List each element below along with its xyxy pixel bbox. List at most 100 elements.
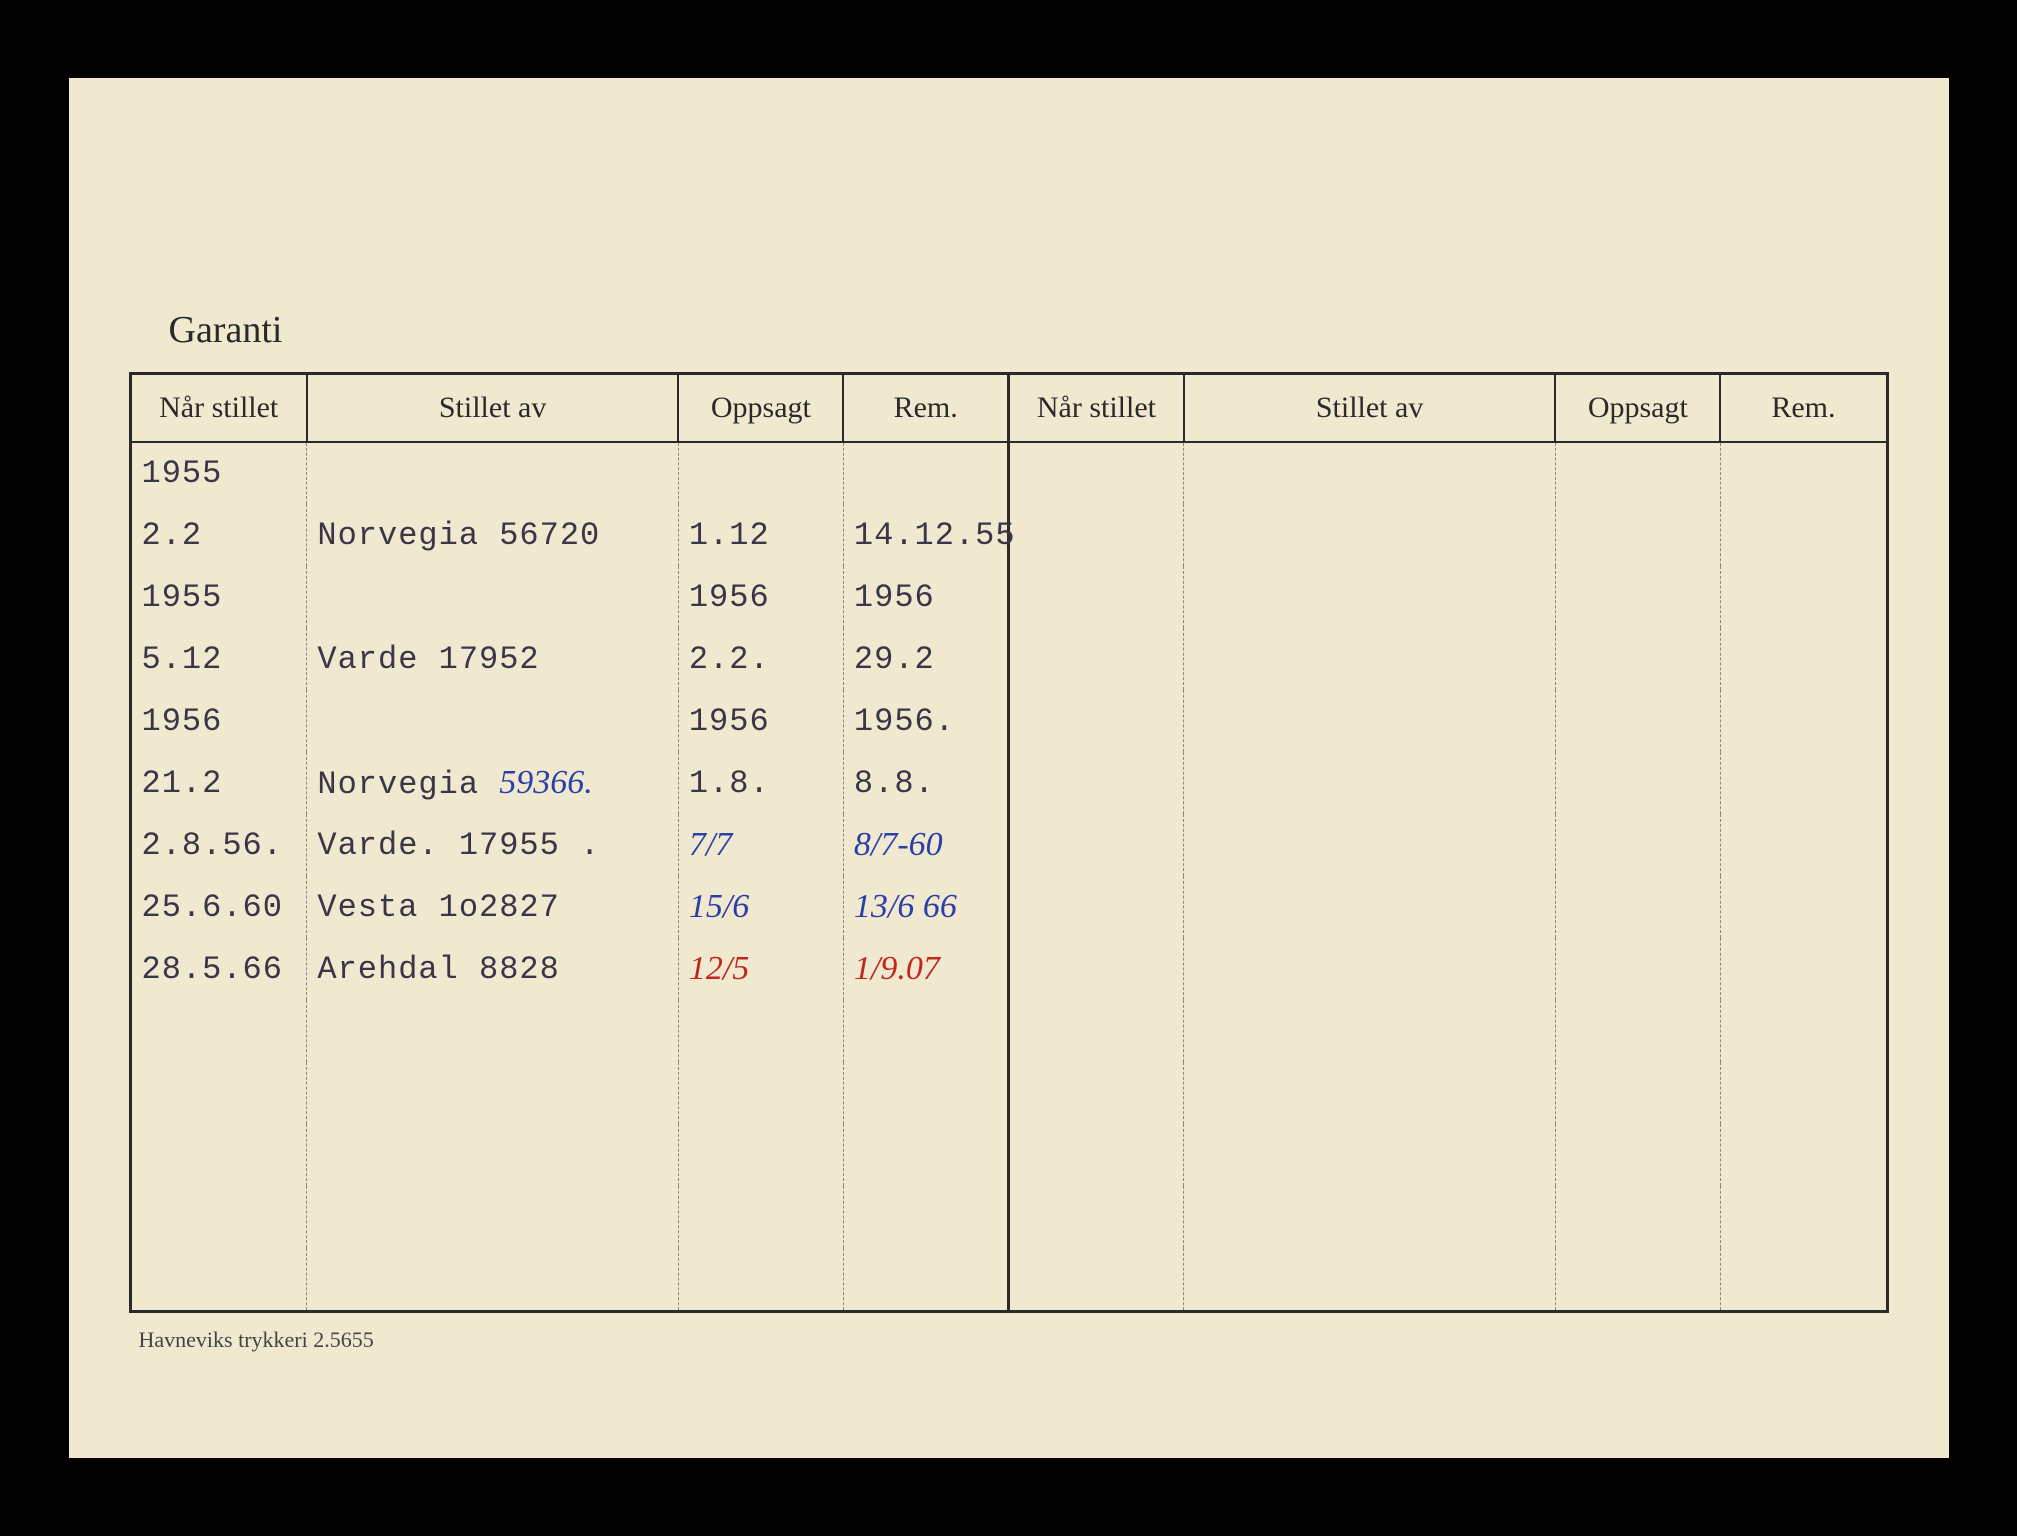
cell-stillet xyxy=(307,1000,678,1062)
cell-blank xyxy=(1555,1062,1720,1124)
cell-blank xyxy=(1555,628,1720,690)
table-row: 195619561956. xyxy=(132,690,1886,752)
cell-nar xyxy=(132,1124,307,1186)
cell-blank xyxy=(1555,1248,1720,1310)
cell-nar: 28.5.66 xyxy=(132,938,307,1000)
cell-blank xyxy=(1008,876,1183,938)
cell-stillet xyxy=(307,1062,678,1124)
cell-oppsagt: 7/7 xyxy=(678,814,843,876)
cell-stillet xyxy=(307,442,678,504)
cell-oppsagt: 1.8. xyxy=(678,752,843,814)
card-title: Garanti xyxy=(169,308,1889,352)
cell-rem xyxy=(843,442,1008,504)
cell-stillet: Arehdal 8828 xyxy=(307,938,678,1000)
cell-oppsagt: 1.12 xyxy=(678,504,843,566)
cell-blank xyxy=(1555,504,1720,566)
table-row: 2.2Norvegia 567201.1214.12.55 xyxy=(132,504,1886,566)
cell-blank xyxy=(1720,690,1885,752)
cell-blank xyxy=(1555,876,1720,938)
cell-rem: 14.12.55 xyxy=(843,504,1008,566)
table-row xyxy=(132,1186,1886,1248)
cell-rem: 1956 xyxy=(843,566,1008,628)
table-row: 5.12Varde 179522.2.29.2 xyxy=(132,628,1886,690)
cell-blank xyxy=(1184,442,1555,504)
cell-blank xyxy=(1555,1186,1720,1248)
cell-blank xyxy=(1008,628,1183,690)
table-row xyxy=(132,1124,1886,1186)
cell-blank xyxy=(1184,628,1555,690)
cell-blank xyxy=(1720,814,1885,876)
cell-oppsagt xyxy=(678,1248,843,1310)
col-oppsagt-2: Oppsagt xyxy=(1555,375,1720,442)
cell-oppsagt: 1956 xyxy=(678,566,843,628)
cell-blank xyxy=(1008,1000,1183,1062)
cell-stillet: Varde. 17955 . xyxy=(307,814,678,876)
cell-rem: 8.8. xyxy=(843,752,1008,814)
index-card: Garanti Når stillet Stillet av Oppsagt R… xyxy=(69,78,1949,1458)
cell-blank xyxy=(1008,1186,1183,1248)
cell-blank xyxy=(1008,690,1183,752)
table-row: 195519561956 xyxy=(132,566,1886,628)
cell-nar: 2.8.56. xyxy=(132,814,307,876)
col-oppsagt: Oppsagt xyxy=(678,375,843,442)
table-row: 2.8.56.Varde. 17955 .7/78/7-60 xyxy=(132,814,1886,876)
cell-blank xyxy=(1008,504,1183,566)
cell-blank xyxy=(1184,938,1555,1000)
cell-oppsagt: 1956 xyxy=(678,690,843,752)
cell-nar xyxy=(132,1186,307,1248)
guarantee-table: Når stillet Stillet av Oppsagt Rem. Når … xyxy=(132,375,1886,1310)
cell-stillet xyxy=(307,690,678,752)
cell-blank xyxy=(1184,1186,1555,1248)
cell-blank xyxy=(1184,1062,1555,1124)
cell-blank xyxy=(1555,442,1720,504)
cell-blank xyxy=(1184,876,1555,938)
table-row xyxy=(132,1062,1886,1124)
cell-blank xyxy=(1720,442,1885,504)
cell-blank xyxy=(1555,690,1720,752)
cell-blank xyxy=(1184,690,1555,752)
cell-stillet: Varde 17952 xyxy=(307,628,678,690)
cell-blank xyxy=(1720,752,1885,814)
cell-stillet xyxy=(307,1186,678,1248)
col-nar-stillet-2: Når stillet xyxy=(1008,375,1183,442)
cell-oppsagt xyxy=(678,442,843,504)
cell-oppsagt xyxy=(678,1124,843,1186)
cell-rem xyxy=(843,1186,1008,1248)
cell-rem xyxy=(843,1000,1008,1062)
cell-nar: 2.2 xyxy=(132,504,307,566)
cell-rem xyxy=(843,1248,1008,1310)
cell-rem: 1956. xyxy=(843,690,1008,752)
cell-oppsagt: 12/5 xyxy=(678,938,843,1000)
cell-blank xyxy=(1555,1124,1720,1186)
cell-blank xyxy=(1720,938,1885,1000)
cell-blank xyxy=(1184,1124,1555,1186)
cell-blank xyxy=(1720,504,1885,566)
cell-blank xyxy=(1555,752,1720,814)
printer-footer: Havneviks trykkeri 2.5655 xyxy=(139,1327,1889,1353)
cell-blank xyxy=(1720,1062,1885,1124)
cell-oppsagt xyxy=(678,1000,843,1062)
table-header-row: Når stillet Stillet av Oppsagt Rem. Når … xyxy=(132,375,1886,442)
cell-blank xyxy=(1008,1124,1183,1186)
table-row: 1955 xyxy=(132,442,1886,504)
cell-blank xyxy=(1720,1124,1885,1186)
cell-rem: 29.2 xyxy=(843,628,1008,690)
cell-stillet xyxy=(307,1124,678,1186)
cell-stillet: Norvegia 56720 xyxy=(307,504,678,566)
cell-blank xyxy=(1720,566,1885,628)
cell-nar: 1955 xyxy=(132,442,307,504)
col-stillet-av-2: Stillet av xyxy=(1184,375,1555,442)
cell-nar xyxy=(132,1000,307,1062)
cell-oppsagt: 15/6 xyxy=(678,876,843,938)
cell-stillet: Vesta 1o2827 xyxy=(307,876,678,938)
cell-rem xyxy=(843,1062,1008,1124)
cell-blank xyxy=(1184,1000,1555,1062)
table-row xyxy=(132,1000,1886,1062)
cell-blank xyxy=(1555,566,1720,628)
cell-blank xyxy=(1720,876,1885,938)
cell-blank xyxy=(1008,1062,1183,1124)
guarantee-table-wrap: Når stillet Stillet av Oppsagt Rem. Når … xyxy=(129,372,1889,1313)
col-rem-2: Rem. xyxy=(1720,375,1885,442)
cell-blank xyxy=(1184,504,1555,566)
cell-nar: 25.6.60 xyxy=(132,876,307,938)
